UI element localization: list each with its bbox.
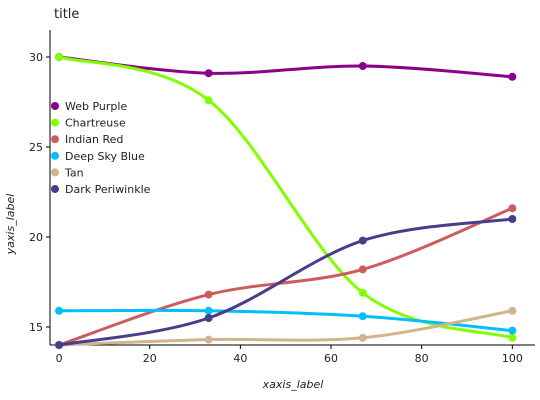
- x-tick-label: 80: [415, 352, 429, 365]
- chart-title: title: [54, 7, 79, 22]
- legend-label: Tan: [64, 166, 84, 179]
- plot-area: 15 20 25 30 0 20 40 60 80 100 Web Purple Chartreuse…: [29, 30, 535, 365]
- legend-marker: [51, 135, 59, 144]
- data-point: [358, 312, 367, 321]
- data-point: [55, 306, 64, 315]
- x-tick-label: 20: [143, 352, 157, 365]
- data-point: [204, 96, 213, 105]
- legend: Web Purple Chartreuse Indian Red Deep Sky B…: [51, 100, 151, 196]
- legend-label: Deep Sky Blue: [65, 150, 145, 163]
- data-point: [508, 326, 517, 335]
- data-point: [358, 333, 367, 342]
- series-dark-periwinkle: [55, 215, 517, 349]
- legend-marker: [51, 102, 59, 110]
- data-point: [204, 314, 213, 322]
- legend-label: Dark Periwinkle: [65, 183, 151, 196]
- x-tick-label: 40: [233, 352, 247, 365]
- legend-label: Indian Red: [65, 133, 123, 146]
- legend-label: Web Purple: [65, 100, 127, 113]
- x-tick-label: 100: [502, 352, 523, 365]
- x-axis-label: xaxis_label: [262, 378, 324, 391]
- data-point: [358, 288, 367, 297]
- data-point: [508, 204, 517, 213]
- legend-label: Chartreuse: [65, 117, 126, 130]
- data-point: [204, 69, 213, 78]
- series-line-tan: [59, 309, 513, 347]
- data-point: [204, 335, 213, 344]
- x-tick-label: 0: [56, 352, 63, 365]
- data-point: [358, 265, 367, 274]
- y-tick-label: 20: [29, 231, 43, 244]
- data-point: [204, 290, 213, 299]
- y-tick-label: 15: [29, 321, 43, 334]
- legend-marker: [51, 118, 59, 127]
- data-point: [358, 236, 367, 245]
- y-tick-label: 30: [29, 51, 43, 64]
- legend-marker: [51, 151, 59, 160]
- data-point: [55, 53, 64, 61]
- y-axis-label: yaxis_label: [4, 194, 17, 256]
- series-chartreuse: [55, 53, 517, 342]
- series-line-indian-red: [58, 206, 513, 347]
- data-point: [508, 333, 517, 342]
- data-point: [55, 341, 64, 349]
- data-point: [508, 72, 517, 81]
- data-point: [508, 306, 517, 315]
- series-line-dark-periwinkle: [58, 217, 513, 347]
- x-tick-label: 60: [324, 352, 338, 365]
- data-point: [508, 215, 517, 223]
- y-tick-label: 25: [29, 141, 43, 154]
- data-point: [358, 62, 367, 70]
- legend-marker: [51, 168, 59, 177]
- legend-marker: [51, 185, 59, 193]
- data-point: [204, 306, 213, 315]
